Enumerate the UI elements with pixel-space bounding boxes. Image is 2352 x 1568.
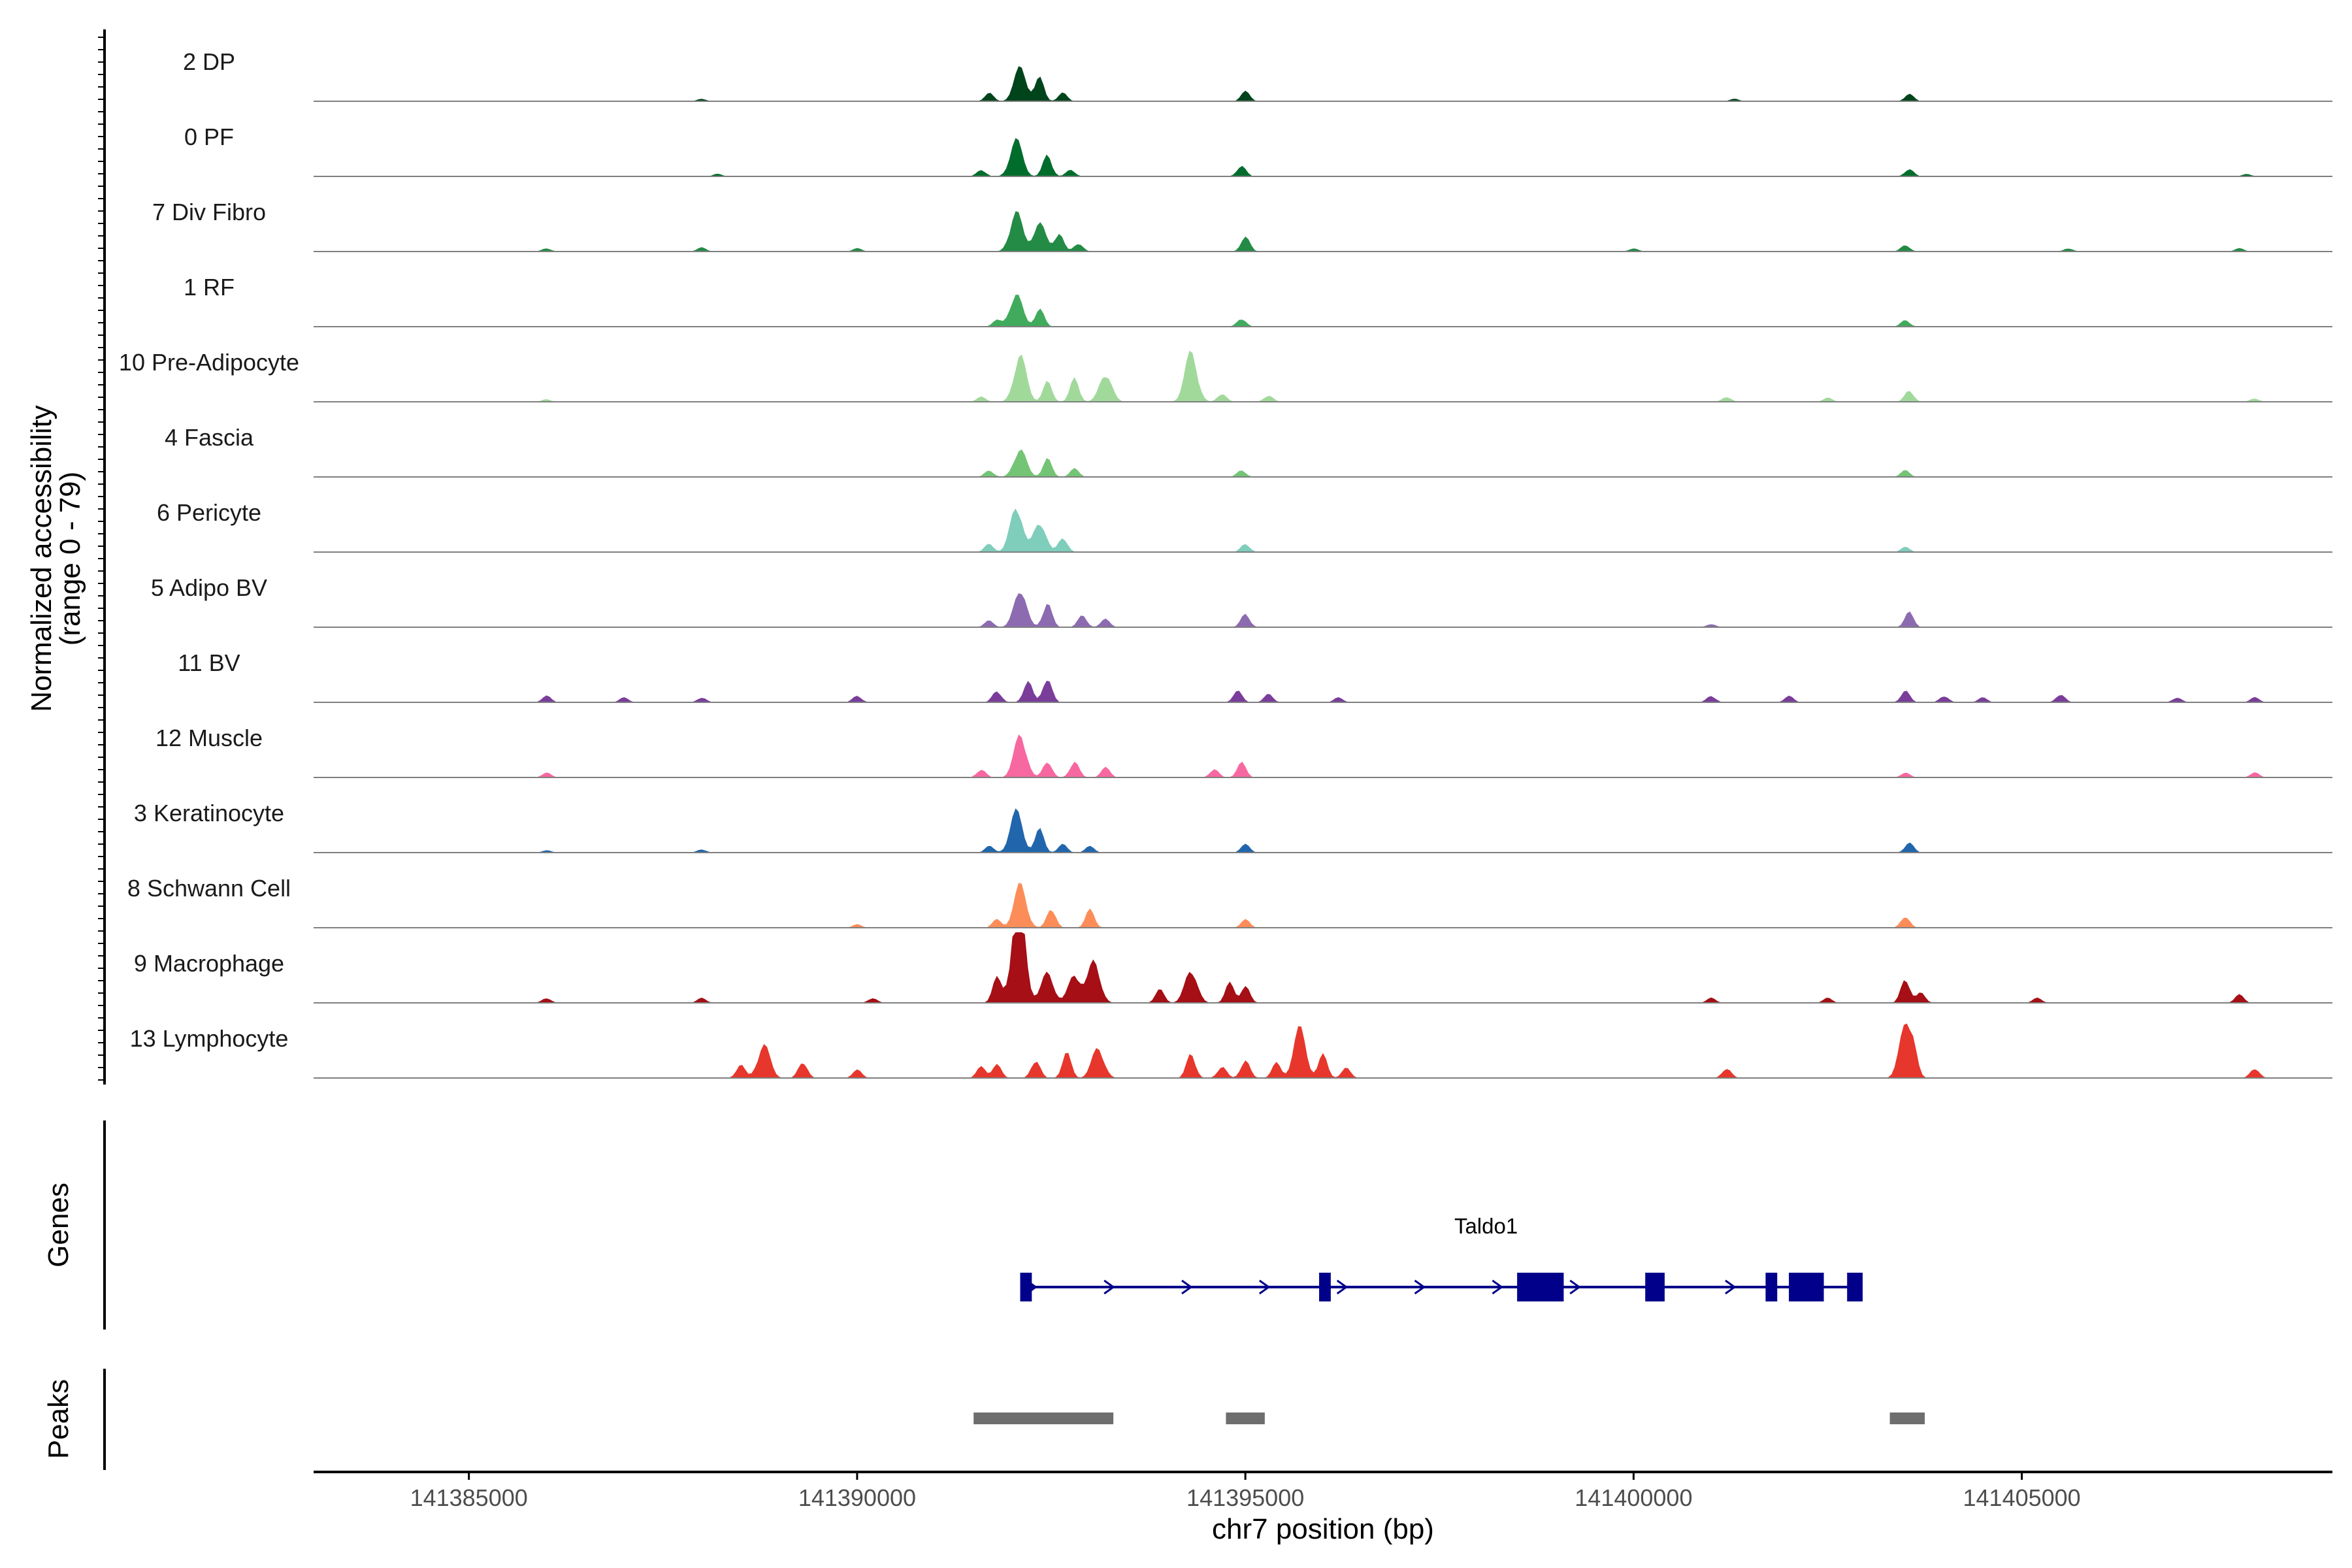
- gene-label: Taldo1: [1454, 1214, 1518, 1238]
- peak-track: [973, 1413, 1925, 1424]
- x-tick-label: 141385000: [410, 1484, 528, 1511]
- peaks-axis-title: Peaks: [42, 1379, 74, 1459]
- coverage-area: [314, 211, 2332, 252]
- exon: [1020, 1273, 1032, 1301]
- exon: [1765, 1273, 1778, 1301]
- track-4: 1 RF: [184, 274, 2332, 327]
- track-8: 5 Adipo BV: [151, 574, 2332, 628]
- strand-arrow: [1569, 1279, 1581, 1295]
- coverage-area: [314, 138, 2332, 176]
- track-2: 0 PF: [184, 123, 2332, 177]
- peak-bar: [973, 1413, 1114, 1424]
- track-label: 12 Muscle: [155, 725, 263, 751]
- coverage-area: [314, 734, 2332, 777]
- track-1: 2 DP: [183, 48, 2332, 102]
- exon: [1319, 1273, 1331, 1301]
- strand-arrow: [1181, 1279, 1193, 1295]
- strand-arrow: [1492, 1279, 1503, 1295]
- track-label: 8 Schwann Cell: [127, 875, 291, 902]
- coverage-area: [314, 508, 2332, 552]
- track-label: 7 Div Fibro: [152, 199, 266, 225]
- track-label: 13 Lymphocyte: [130, 1025, 289, 1052]
- exon: [1847, 1273, 1863, 1301]
- track-label: 11 BV: [178, 649, 240, 676]
- track-10: 12 Muscle: [155, 725, 2332, 778]
- track-11: 3 Keratinocyte: [134, 800, 2332, 853]
- coverage-area: [314, 1023, 2332, 1078]
- track-14: 13 Lymphocyte: [130, 1023, 2332, 1079]
- strand-arrow: [1258, 1279, 1271, 1295]
- track-label: 3 Keratinocyte: [134, 800, 284, 826]
- track-label: 10 Pre-Adipocyte: [119, 349, 299, 376]
- x-tick-label: 141400000: [1575, 1484, 1692, 1511]
- track-label: 1 RF: [184, 274, 235, 301]
- strand-arrow: [1336, 1279, 1348, 1295]
- track-13: 9 Macrophage: [134, 932, 2332, 1004]
- accessibility-y-axis: [98, 29, 106, 1085]
- exon: [1645, 1273, 1665, 1301]
- x-tick-label: 141395000: [1186, 1484, 1304, 1511]
- coverage-area: [314, 350, 2332, 402]
- track-6: 4 Fascia: [165, 424, 2332, 478]
- track-label: 9 Macrophage: [134, 950, 284, 977]
- x-tick-label: 141405000: [1963, 1484, 2081, 1511]
- coverage-area: [314, 593, 2332, 627]
- x-axis: 141385000 141390000 141395000 141400000 1414…: [410, 1472, 2081, 1511]
- x-axis-title: chr7 position (bp): [1212, 1513, 1434, 1545]
- x-tick-label: 141390000: [798, 1484, 916, 1511]
- coverage-area: [314, 932, 2332, 1003]
- track-label: 4 Fascia: [165, 424, 254, 451]
- coverage-area: [314, 808, 2332, 853]
- genes-axis-title: Genes: [42, 1183, 74, 1267]
- coverage-area: [314, 681, 2332, 702]
- gene-track: Taldo1: [1020, 1214, 1863, 1301]
- peak-bar: [1889, 1413, 1925, 1424]
- track-label: 6 Pericyte: [157, 499, 261, 526]
- y-axis-title-line1: Normalized accessibility: [25, 405, 57, 711]
- coverage-area: [314, 883, 2332, 928]
- strand-arrow: [1103, 1279, 1115, 1295]
- track-label: 0 PF: [184, 123, 234, 150]
- track-9: 11 BV: [178, 649, 2332, 703]
- y-axis-title-line2: (range 0 - 79): [54, 472, 86, 646]
- track-7: 6 Pericyte: [157, 499, 2332, 553]
- peak-bar: [1226, 1413, 1265, 1424]
- strand-arrow: [1725, 1279, 1737, 1295]
- coverage-area: [314, 295, 2332, 327]
- track-5: 10 Pre-Adipocyte: [119, 349, 2332, 402]
- track-label: 2 DP: [183, 48, 235, 75]
- exon: [1789, 1273, 1824, 1301]
- coverage-area: [314, 449, 2332, 477]
- track-12: 8 Schwann Cell: [127, 875, 2332, 928]
- track-3: 7 Div Fibro: [152, 199, 2332, 252]
- coverage-area: [314, 66, 2332, 101]
- exon: [1517, 1273, 1564, 1301]
- track-label: 5 Adipo BV: [151, 574, 267, 601]
- coverage-tracks: 2 DP 0 PF 7 Div Fibro 1 RF 10 Pre-Adipocyte 4…: [119, 48, 2332, 1079]
- strand-arrow: [1414, 1279, 1426, 1295]
